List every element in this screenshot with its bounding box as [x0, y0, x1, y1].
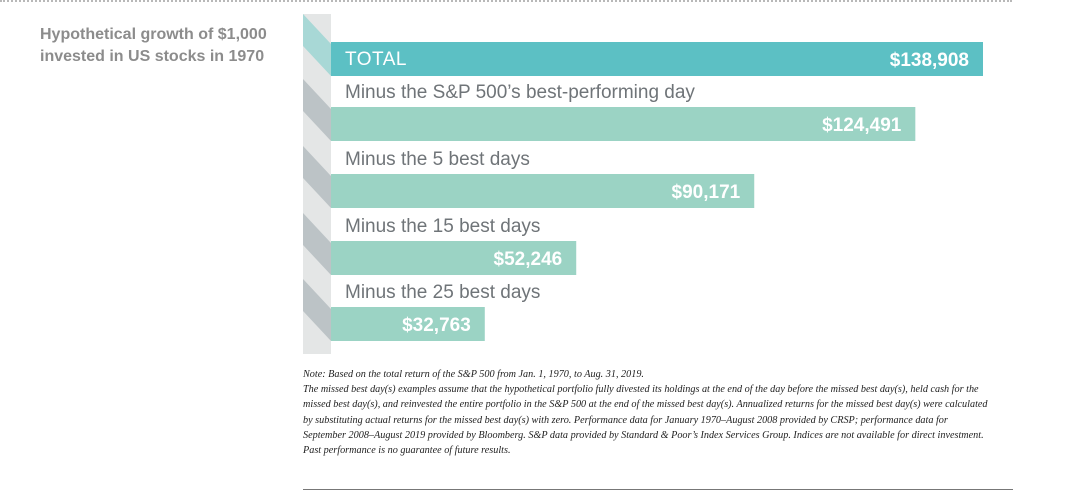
spine-notch	[303, 14, 331, 76]
data-label: $52,246	[494, 249, 563, 270]
bar	[331, 174, 755, 208]
footnote: Note: Based on the total return of the S…	[303, 367, 993, 458]
data-label: $90,171	[672, 182, 741, 203]
bar	[331, 241, 577, 275]
footnote-line-1: Note: Based on the total return of the S…	[303, 369, 644, 380]
spine-notch	[303, 146, 331, 208]
data-label: $124,491	[822, 115, 902, 136]
bar-chart: TOTAL $138,908 Minus the S&P 500’s best-pe…	[303, 14, 983, 354]
bar	[331, 107, 916, 141]
spine-notch	[303, 213, 331, 275]
footnote-line-2: The missed best day(s) examples assume t…	[303, 384, 988, 457]
bar	[331, 42, 983, 76]
bottom-rule	[303, 489, 1013, 490]
category-label: Minus the S&P 500’s best-performing day	[345, 82, 695, 103]
chart-side-title: Hypothetical growth of $1,000 invested i…	[40, 26, 267, 65]
bar	[331, 307, 485, 341]
top-dotted-rule	[0, 0, 1012, 2]
spine-notch	[303, 279, 331, 341]
data-label: $138,908	[890, 50, 969, 71]
data-label: $32,763	[402, 315, 471, 336]
category-label: Minus the 5 best days	[345, 149, 530, 170]
category-label: Minus the 15 best days	[345, 216, 540, 237]
category-label: TOTAL	[345, 49, 407, 70]
spine-notch	[303, 79, 331, 141]
category-label: Minus the 25 best days	[345, 282, 540, 303]
